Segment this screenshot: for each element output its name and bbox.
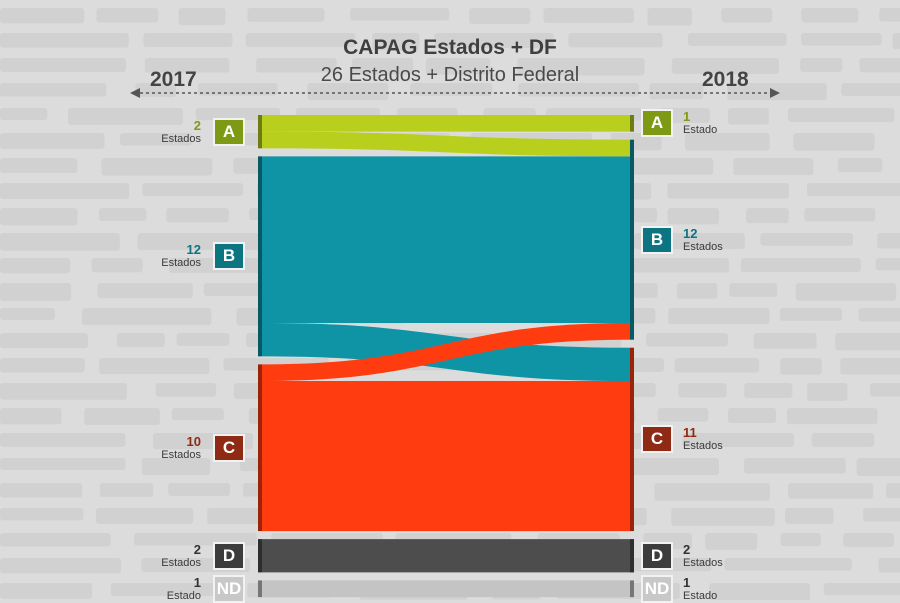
count-unit: Estados [161,257,201,269]
count-number: 2 [683,543,743,557]
count-unit: Estados [683,557,723,569]
count-number: 12 [141,243,201,257]
badge-left-A: A [213,118,245,146]
node-bar-right-D [630,539,634,572]
badge-left-D: D [213,542,245,570]
flow-C-to-C [262,381,630,531]
badge-right-B: B [641,226,673,254]
count-unit: Estados [683,440,723,452]
node-bar-left-ND [258,580,262,597]
count-unit: Estado [683,124,717,136]
node-bar-left-D [258,539,262,572]
badge-left-C: C [213,434,245,462]
badge-left-B: B [213,242,245,270]
node-bar-right-C [630,348,634,531]
count-number: 1 [141,576,201,590]
count-number: 11 [683,426,743,440]
node-bar-left-A [258,115,262,148]
badge-right-ND: ND [641,575,673,603]
count-number: 10 [141,435,201,449]
badge-right-A: A [641,109,673,137]
count-number: 2 [141,119,201,133]
badge-right-D: D [641,542,673,570]
node-bar-left-C [258,364,262,531]
flow-A-to-B [262,132,630,157]
node-bar-right-B [630,140,634,340]
count-unit: Estados [161,557,201,569]
count-unit: Estados [683,241,723,253]
node-bar-right-A [630,115,634,132]
node-bar-left-B [258,156,262,356]
badge-right-C: C [641,425,673,453]
count-unit: Estados [161,449,201,461]
count-number: 2 [141,543,201,557]
count-number: 12 [683,227,743,241]
node-bar-right-ND [630,580,634,597]
count-number: 1 [683,576,743,590]
flow-B-to-B [262,156,630,323]
flow-A-to-A [262,115,630,132]
badge-left-ND: ND [213,575,245,603]
count-unit: Estados [161,133,201,145]
count-number: 1 [683,110,743,124]
flow-ND-to-ND [262,580,630,597]
flow-D-to-D [262,539,630,572]
